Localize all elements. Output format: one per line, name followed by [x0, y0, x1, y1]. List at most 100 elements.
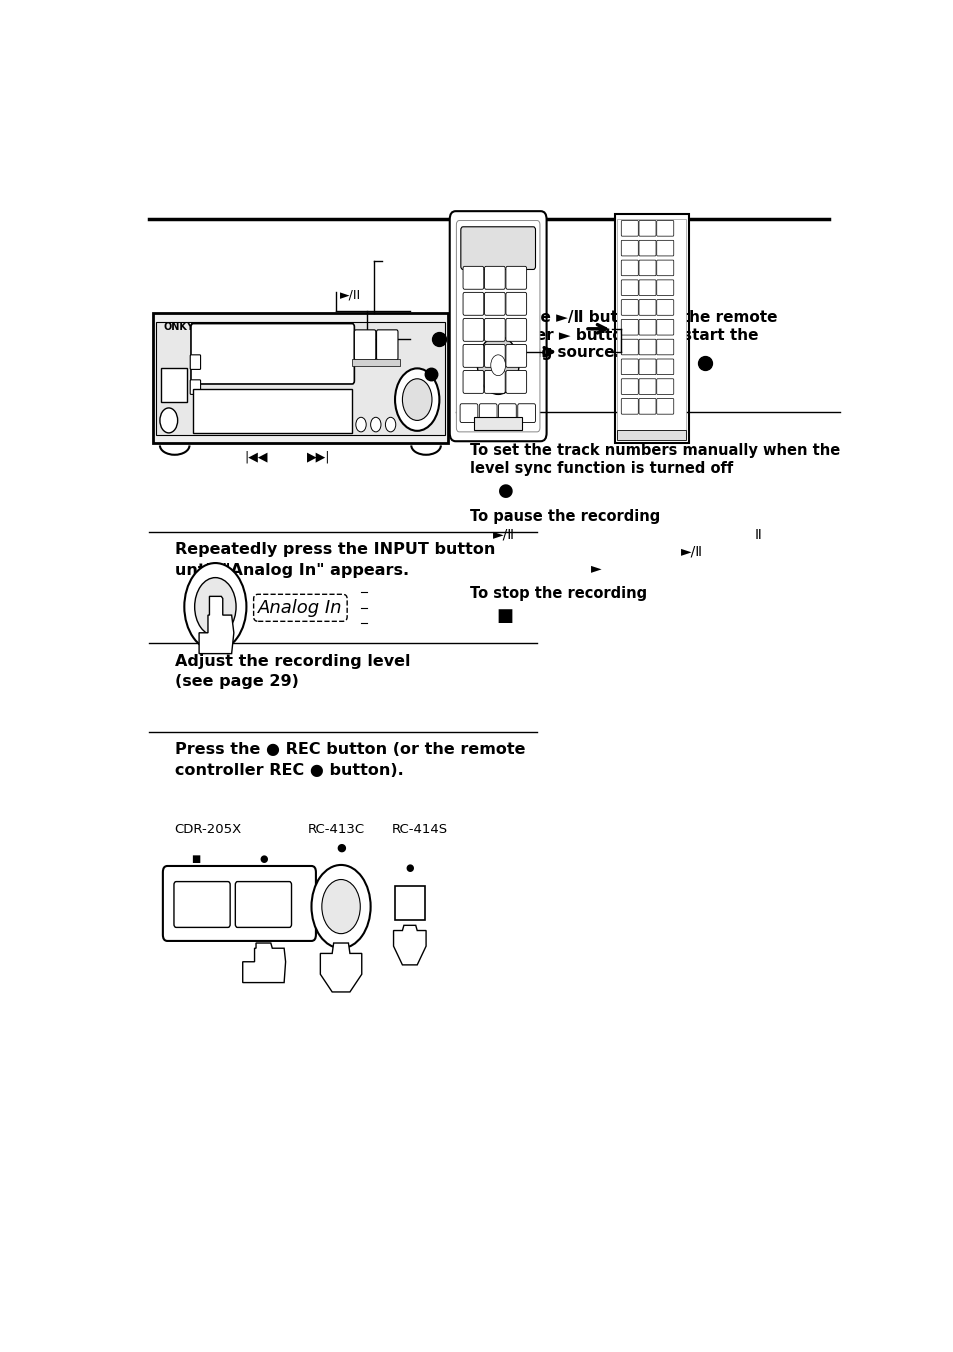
FancyBboxPatch shape — [235, 882, 292, 927]
FancyBboxPatch shape — [620, 280, 638, 296]
Circle shape — [184, 562, 246, 650]
FancyBboxPatch shape — [484, 319, 505, 341]
FancyBboxPatch shape — [352, 360, 400, 366]
FancyBboxPatch shape — [376, 330, 397, 360]
FancyBboxPatch shape — [617, 219, 685, 438]
Text: ■: ■ — [496, 607, 513, 625]
FancyBboxPatch shape — [505, 319, 526, 341]
FancyBboxPatch shape — [620, 319, 638, 335]
Text: ●: ● — [335, 842, 346, 853]
FancyBboxPatch shape — [462, 345, 483, 368]
FancyBboxPatch shape — [517, 404, 535, 422]
FancyBboxPatch shape — [505, 292, 526, 315]
FancyBboxPatch shape — [484, 266, 505, 289]
FancyBboxPatch shape — [395, 886, 424, 921]
Text: Repeatedly press the INPUT button: Repeatedly press the INPUT button — [174, 542, 495, 557]
FancyBboxPatch shape — [620, 260, 638, 276]
FancyBboxPatch shape — [639, 339, 656, 354]
FancyBboxPatch shape — [656, 280, 673, 296]
Circle shape — [160, 408, 177, 433]
FancyBboxPatch shape — [620, 241, 638, 256]
Text: ►: ► — [590, 561, 601, 575]
FancyBboxPatch shape — [614, 215, 688, 443]
Text: ●: ● — [497, 481, 513, 500]
Text: until "Analog In" appears.: until "Analog In" appears. — [174, 562, 409, 579]
FancyBboxPatch shape — [639, 319, 656, 335]
FancyBboxPatch shape — [656, 399, 673, 414]
FancyBboxPatch shape — [456, 220, 539, 431]
Text: ●: ● — [259, 854, 268, 864]
Polygon shape — [394, 925, 426, 965]
FancyBboxPatch shape — [459, 404, 477, 422]
Circle shape — [402, 379, 432, 420]
Text: To pause the recording: To pause the recording — [470, 508, 660, 525]
Text: |◀◀: |◀◀ — [244, 450, 268, 464]
Text: RC-414S: RC-414S — [391, 823, 447, 837]
Text: To stop the recording: To stop the recording — [470, 585, 647, 600]
Text: ■: ■ — [191, 854, 200, 864]
FancyBboxPatch shape — [462, 370, 483, 393]
FancyBboxPatch shape — [656, 379, 673, 395]
Text: (see page 29): (see page 29) — [174, 675, 298, 690]
FancyBboxPatch shape — [656, 339, 673, 354]
FancyBboxPatch shape — [156, 322, 444, 435]
Text: Press the ● REC button (or the remote: Press the ● REC button (or the remote — [174, 742, 525, 757]
FancyBboxPatch shape — [620, 339, 638, 354]
FancyBboxPatch shape — [639, 280, 656, 296]
Text: ●: ● — [405, 864, 414, 873]
Text: controller REC ● button).: controller REC ● button). — [174, 763, 403, 777]
FancyBboxPatch shape — [656, 241, 673, 256]
Circle shape — [476, 337, 518, 395]
Text: controller ► button) and start the: controller ► button) and start the — [470, 327, 759, 343]
Circle shape — [321, 880, 360, 934]
FancyBboxPatch shape — [505, 266, 526, 289]
FancyBboxPatch shape — [639, 379, 656, 395]
FancyBboxPatch shape — [639, 399, 656, 414]
FancyBboxPatch shape — [498, 404, 516, 422]
FancyBboxPatch shape — [656, 360, 673, 375]
Circle shape — [490, 354, 505, 376]
FancyBboxPatch shape — [620, 379, 638, 395]
FancyBboxPatch shape — [639, 241, 656, 256]
FancyBboxPatch shape — [639, 260, 656, 276]
FancyBboxPatch shape — [190, 354, 200, 369]
Text: ONKYO: ONKYO — [164, 322, 202, 331]
Text: ►/Ⅱ: ►/Ⅱ — [493, 527, 515, 542]
FancyBboxPatch shape — [191, 323, 354, 384]
Text: Ⅱ: Ⅱ — [755, 527, 761, 542]
FancyBboxPatch shape — [161, 368, 187, 402]
FancyBboxPatch shape — [474, 418, 521, 430]
FancyBboxPatch shape — [656, 220, 673, 237]
Text: RC-413C: RC-413C — [308, 823, 365, 837]
FancyBboxPatch shape — [449, 211, 546, 441]
FancyBboxPatch shape — [484, 370, 505, 393]
FancyBboxPatch shape — [656, 300, 673, 315]
FancyBboxPatch shape — [505, 345, 526, 368]
Text: level sync function is turned off: level sync function is turned off — [470, 461, 733, 476]
FancyBboxPatch shape — [656, 319, 673, 335]
FancyBboxPatch shape — [462, 319, 483, 341]
FancyBboxPatch shape — [639, 300, 656, 315]
Polygon shape — [199, 596, 233, 653]
FancyBboxPatch shape — [152, 314, 448, 443]
FancyBboxPatch shape — [173, 882, 230, 927]
Circle shape — [370, 418, 380, 431]
FancyBboxPatch shape — [656, 260, 673, 276]
Text: ►/II: ►/II — [340, 289, 361, 301]
Circle shape — [194, 577, 235, 635]
Text: ▶▶|: ▶▶| — [307, 450, 331, 464]
Circle shape — [385, 418, 395, 431]
Text: To set the track numbers manually when the: To set the track numbers manually when t… — [470, 443, 840, 458]
Circle shape — [355, 418, 366, 431]
FancyBboxPatch shape — [163, 867, 315, 941]
FancyBboxPatch shape — [462, 292, 483, 315]
FancyBboxPatch shape — [620, 399, 638, 414]
Polygon shape — [242, 944, 285, 983]
FancyBboxPatch shape — [505, 370, 526, 393]
FancyBboxPatch shape — [484, 292, 505, 315]
FancyBboxPatch shape — [620, 300, 638, 315]
FancyBboxPatch shape — [620, 360, 638, 375]
FancyBboxPatch shape — [639, 360, 656, 375]
FancyBboxPatch shape — [620, 220, 638, 237]
Text: Press the ►/Ⅱ button (or the remote: Press the ►/Ⅱ button (or the remote — [470, 310, 777, 324]
